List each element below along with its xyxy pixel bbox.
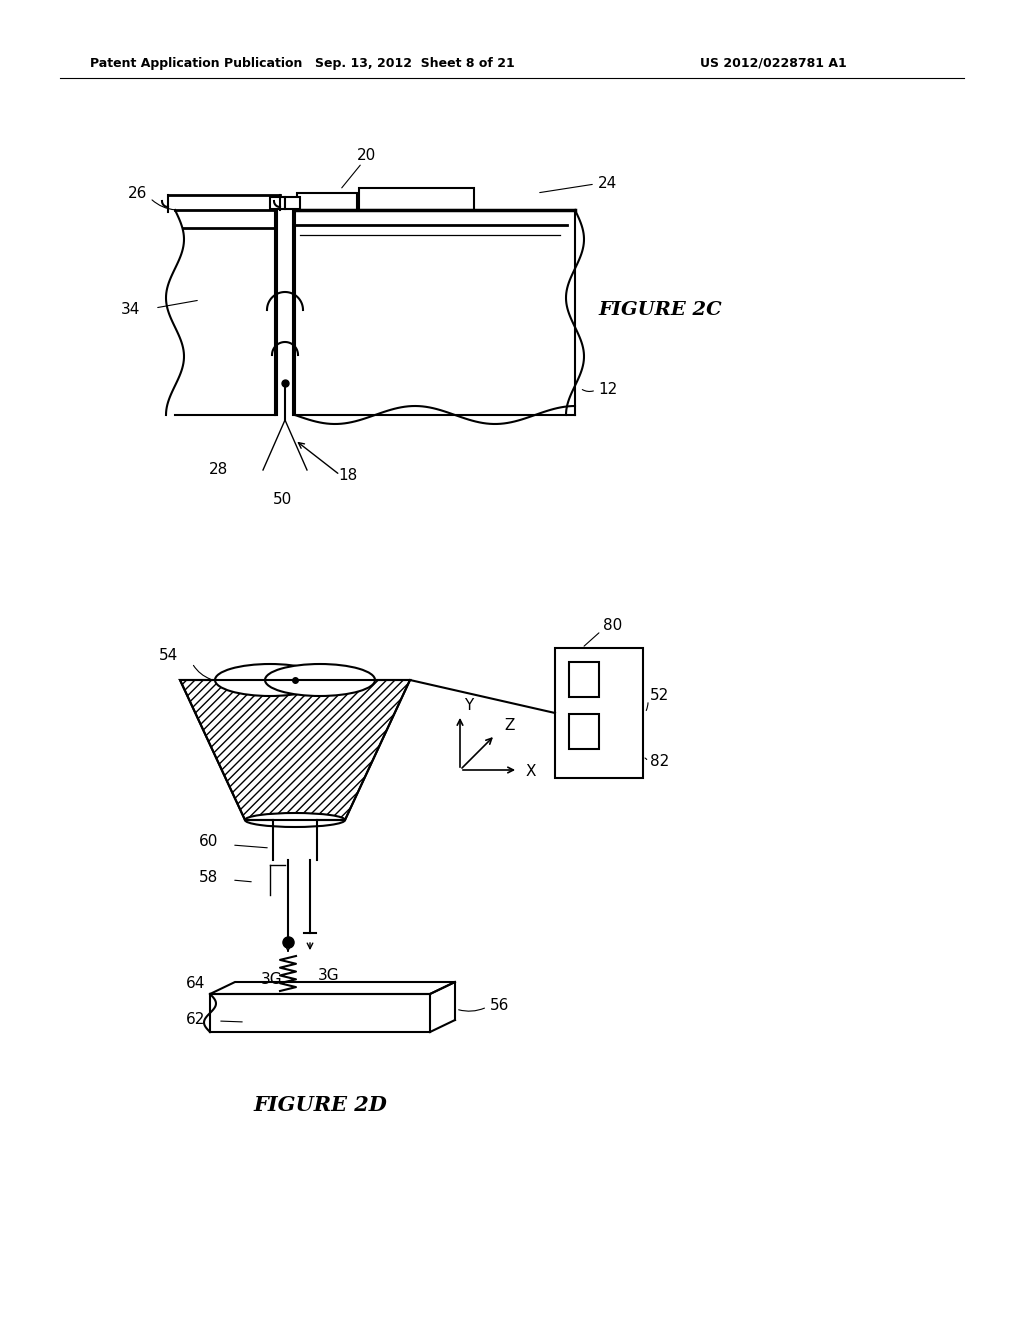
Text: 56: 56	[490, 998, 509, 1014]
Bar	[297, 193, 357, 210]
Text: FIGURE 2D: FIGURE 2D	[253, 1096, 387, 1115]
Text: 58: 58	[199, 870, 218, 886]
Text: US 2012/0228781 A1: US 2012/0228781 A1	[700, 57, 847, 70]
Ellipse shape	[215, 664, 325, 696]
Text: 50: 50	[273, 492, 293, 507]
Text: Sep. 13, 2012  Sheet 8 of 21: Sep. 13, 2012 Sheet 8 of 21	[315, 57, 515, 70]
Text: 62: 62	[185, 1012, 205, 1027]
Text: 34: 34	[121, 302, 140, 318]
Ellipse shape	[245, 813, 345, 828]
Text: Y: Y	[464, 698, 473, 714]
Text: 12: 12	[598, 383, 617, 397]
Text: Z: Z	[504, 718, 514, 734]
Ellipse shape	[265, 664, 375, 696]
Text: 54: 54	[159, 648, 178, 664]
Text: 60: 60	[199, 834, 218, 850]
Bar	[285, 197, 300, 209]
Text: 80: 80	[603, 618, 623, 632]
Text: 18: 18	[338, 467, 357, 483]
Text: 28: 28	[208, 462, 227, 478]
Bar	[569, 714, 599, 748]
Bar	[555, 648, 643, 777]
Text: 26: 26	[128, 186, 147, 201]
Text: 3G: 3G	[318, 968, 340, 983]
Text: 24: 24	[598, 176, 617, 190]
Text: 52: 52	[650, 688, 670, 702]
Polygon shape	[210, 982, 455, 994]
Text: 3G: 3G	[260, 972, 282, 987]
Text: 64: 64	[185, 977, 205, 991]
Text: Patent Application Publication: Patent Application Publication	[90, 57, 302, 70]
Bar	[569, 663, 599, 697]
Text: X: X	[526, 763, 537, 779]
Bar	[359, 187, 474, 210]
Polygon shape	[180, 680, 410, 820]
Text: FIGURE 2C: FIGURE 2C	[598, 301, 722, 319]
Text: 20: 20	[357, 148, 377, 162]
Bar	[270, 197, 285, 209]
Text: 82: 82	[650, 755, 670, 770]
